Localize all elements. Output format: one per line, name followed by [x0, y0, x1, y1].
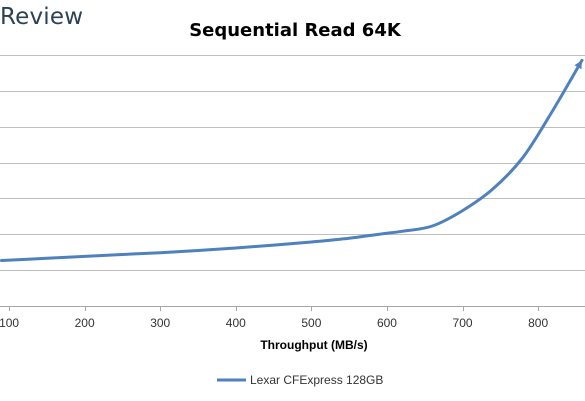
series-end-marker — [574, 60, 582, 70]
x-tick-label: 600 — [377, 316, 397, 330]
x-tick-label: 800 — [528, 316, 548, 330]
legend: Lexar CFExpress 128GB — [217, 373, 383, 387]
chart-title: Sequential Read 64K — [189, 20, 402, 41]
series-layer — [0, 58, 584, 262]
x-tick-label: 500 — [301, 316, 321, 330]
x-tick-label: 300 — [150, 316, 170, 330]
x-tick-label: 100 — [0, 316, 19, 330]
legend-label: Lexar CFExpress 128GB — [250, 373, 383, 387]
x-tick-label: 400 — [226, 316, 246, 330]
brand-logo: Review — [0, 4, 84, 30]
series-line — [0, 58, 584, 262]
gridlines — [0, 55, 585, 307]
x-axis-label: Throughput (MB/s) — [260, 338, 367, 352]
x-axis-tick-labels: 100 200 300 400 500 600 700 800 — [0, 316, 548, 330]
x-tick-label: 700 — [453, 316, 473, 330]
x-tick-label: 200 — [75, 316, 95, 330]
x-axis-ticks — [9, 306, 539, 311]
